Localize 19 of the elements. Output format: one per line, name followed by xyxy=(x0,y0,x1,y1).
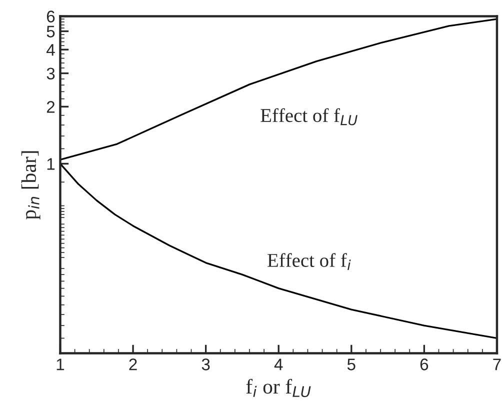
y-tick-label: 4 xyxy=(46,44,55,56)
x-axis-title: f$_{i}$ or f$_{LU}$ xyxy=(246,378,311,398)
y-tick-label: 1 xyxy=(47,158,55,170)
y-axis-title: p$_{in}$ [bar] xyxy=(21,151,40,220)
x-tick-label: 2 xyxy=(129,358,137,370)
x-tick-label: 5 xyxy=(347,358,356,370)
x-tick-label: 3 xyxy=(202,358,210,370)
y-tick-label: 5 xyxy=(46,26,55,38)
x-tick-label: 6 xyxy=(420,358,428,370)
y-tick-label: 2 xyxy=(46,101,55,113)
x-tick-label: 1 xyxy=(56,358,64,370)
line-series xyxy=(60,18,497,161)
y-tick-label: 6 xyxy=(46,10,55,22)
x-tick-label: 4 xyxy=(274,358,283,370)
annotation: Effect of f$_{i}$ xyxy=(268,253,351,270)
line-series xyxy=(60,162,497,340)
x-tick-label: 7 xyxy=(493,358,501,370)
y-tick-label: 3 xyxy=(46,68,55,80)
annotation: Effect of f$_{LU}$ xyxy=(260,108,358,126)
